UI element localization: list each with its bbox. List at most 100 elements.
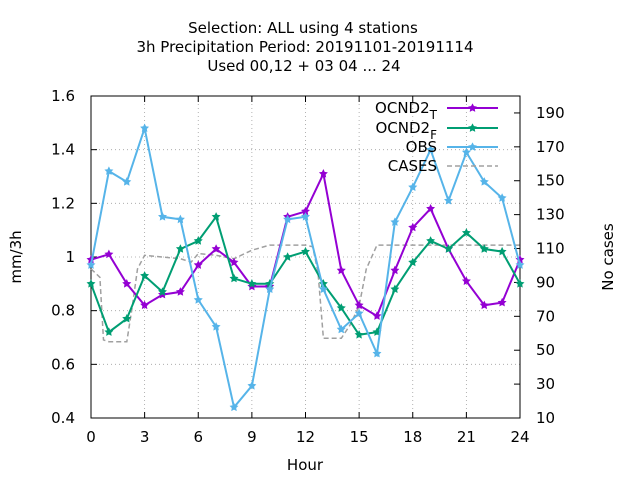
data-point-ocnd2-f — [301, 246, 310, 256]
data-point-ocnd2-f — [461, 228, 471, 237]
data-point-ocnd2-f — [444, 244, 453, 253]
data-point-ocnd2-f — [426, 236, 436, 245]
x-axis-label: Hour — [287, 456, 324, 474]
data-point-ocnd2-f — [158, 287, 167, 296]
data-point-obs — [158, 212, 167, 221]
legend-label-obs: OBS — [406, 138, 437, 156]
legend-item-ocnd2-t: OCND2T — [375, 99, 498, 122]
data-point-obs — [354, 308, 364, 318]
y2-tick-label: 190 — [536, 104, 565, 122]
data-point-obs — [104, 166, 114, 175]
x-tick-label: 12 — [296, 428, 315, 446]
data-point-obs — [247, 381, 257, 390]
data-point-ocnd2-f — [122, 313, 132, 323]
data-point-obs — [283, 214, 293, 224]
data-point-ocnd2-t — [229, 257, 239, 267]
grid — [90, 95, 521, 419]
data-point-obs — [122, 177, 132, 186]
data-point-ocnd2-f — [390, 284, 400, 294]
data-point-ocnd2-t — [193, 260, 203, 269]
x-tick-label: 24 — [510, 428, 529, 446]
data-point-ocnd2-t — [426, 203, 436, 213]
y2-tick-label: 110 — [536, 240, 565, 258]
data-point-ocnd2-t — [318, 169, 328, 178]
data-point-obs — [390, 217, 400, 226]
y2-tick-label: 90 — [536, 273, 555, 291]
data-point-obs — [497, 193, 507, 202]
y2-tick-label: 10 — [536, 409, 555, 427]
data-point-obs — [461, 147, 471, 157]
x-tick-label: 6 — [193, 428, 203, 446]
data-point-obs — [193, 295, 203, 304]
data-point-ocnd2-t — [372, 311, 382, 320]
data-point-obs — [229, 402, 239, 412]
data-point-ocnd2-f — [211, 212, 221, 221]
legend-label-ocnd2-f: OCND2F — [375, 119, 437, 142]
x-tick-label: 3 — [140, 428, 150, 446]
data-point-obs — [86, 260, 96, 269]
chart-title: Selection: ALL using 4 stations 3h Preci… — [136, 19, 473, 75]
series-line-ocnd2-f — [90, 214, 521, 336]
data-point-ocnd2-f — [479, 244, 489, 253]
legend-item-cases: CASES — [388, 157, 498, 175]
data-point-obs — [336, 324, 346, 334]
data-point-ocnd2-f — [86, 279, 96, 288]
y2-tick-label: 170 — [536, 138, 565, 156]
data-point-ocnd2-f — [193, 236, 203, 245]
y2-tick-label: 30 — [536, 375, 555, 393]
data-point-obs — [426, 144, 436, 154]
data-point-obs — [408, 182, 418, 192]
data-point-ocnd2-f — [229, 273, 239, 283]
data-point-obs — [372, 348, 382, 358]
data-point-ocnd2-f — [283, 252, 293, 261]
data-point-obs — [140, 123, 150, 133]
data-point-ocnd2-f — [247, 279, 257, 288]
data-point-ocnd2-t — [140, 300, 150, 310]
data-point-ocnd2-t — [497, 297, 507, 307]
data-point-obs — [444, 196, 453, 205]
legend-marker-ocnd2-f — [468, 123, 477, 132]
x-tick-label: 0 — [86, 428, 96, 446]
data-point-ocnd2-f — [354, 330, 364, 339]
y2-tick-label: 50 — [536, 341, 555, 359]
legend-label-ocnd2-t: OCND2T — [375, 99, 438, 122]
legend-item-obs: OBS — [406, 138, 498, 156]
series-layer — [86, 123, 525, 412]
y-tick-label: 1.2 — [51, 194, 75, 212]
data-point-ocnd2-f — [497, 246, 507, 256]
data-point-ocnd2-t — [461, 276, 471, 286]
data-point-ocnd2-t — [408, 222, 418, 232]
legend-label-cases: CASES — [388, 157, 437, 175]
y-tick-label: 1 — [65, 248, 75, 266]
series-ocnd2-f — [86, 212, 525, 339]
data-point-obs — [301, 212, 310, 221]
series-cases — [90, 244, 520, 343]
data-point-ocnd2-t — [175, 287, 185, 296]
title-line-1: Selection: ALL using 4 stations — [188, 19, 418, 37]
series-obs — [86, 123, 525, 412]
data-point-obs — [175, 214, 185, 224]
data-point-obs — [515, 260, 525, 269]
series-line-cases — [90, 244, 520, 343]
data-point-obs — [318, 284, 328, 294]
legend-marker-obs — [468, 142, 477, 151]
data-point-obs — [479, 177, 489, 186]
legend-item-ocnd2-f: OCND2F — [375, 119, 498, 142]
data-point-ocnd2-f — [104, 327, 114, 336]
data-point-ocnd2-f — [175, 244, 185, 253]
title-line-3: Used 00,12 + 03 04 ... 24 — [207, 57, 400, 75]
title-line-2: 3h Precipitation Period: 20191101-201911… — [136, 38, 473, 56]
y-tick-label: 0.6 — [51, 355, 75, 373]
data-point-obs — [265, 284, 275, 294]
data-point-ocnd2-f — [336, 303, 346, 312]
y2-axis-label: No cases — [599, 223, 617, 291]
x-tick-label: 18 — [403, 428, 422, 446]
data-point-ocnd2-f — [515, 279, 525, 288]
legend-marker-ocnd2-t — [468, 103, 477, 112]
y-tick-label: 1.6 — [51, 87, 75, 105]
y2-tick-label: 70 — [536, 307, 555, 325]
y2-tick-label: 130 — [536, 206, 565, 224]
data-point-ocnd2-f — [140, 271, 150, 280]
